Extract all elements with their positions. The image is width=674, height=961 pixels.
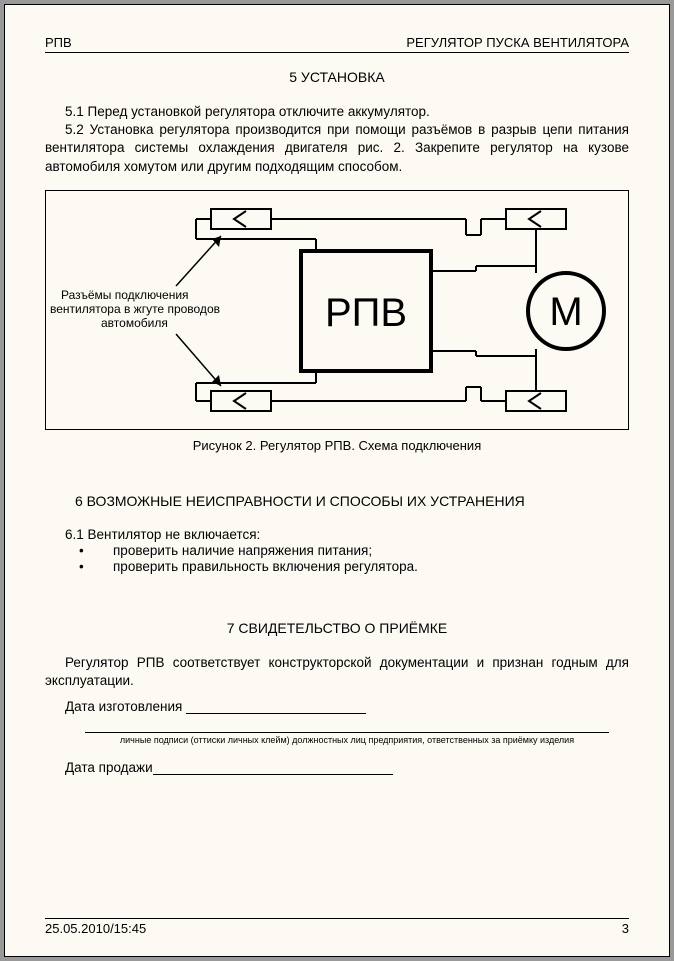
date-sale-label: Дата продажи [65, 760, 153, 775]
signatures-note: личные подписи (оттиски личных клейм) до… [85, 735, 609, 745]
header-left: РПВ [45, 35, 72, 50]
date-mfg-label: Дата изготовления [65, 699, 182, 714]
signatures-line[interactable] [85, 732, 609, 733]
header-right: РЕГУЛЯТОР ПУСКА ВЕНТИЛЯТОРА [406, 35, 629, 50]
page-footer: 25.05.2010/15:45 3 [45, 918, 629, 936]
section5-title: 5 УСТАНОВКА [45, 69, 629, 85]
section7-body: Регулятор РПВ соответствует конструкторс… [45, 654, 629, 690]
item-6-1: 6.1 Вентилятор не включается: [65, 527, 629, 542]
section7-title: 7 СВИДЕТЕЛЬСТВО О ПРИЁМКЕ [45, 620, 629, 636]
section6-title: 6 ВОЗМОЖНЫЕ НЕИСПРАВНОСТИ И СПОСОБЫ ИХ У… [75, 493, 629, 509]
footer-page-number: 3 [622, 921, 629, 936]
bullet-1-text: проверить наличие напряжения питания; [113, 543, 372, 558]
rpv-label: РПВ [325, 291, 407, 335]
para-7-1: Регулятор РПВ соответствует конструкторс… [45, 654, 629, 690]
document-page: РПВ РЕГУЛЯТОР ПУСКА ВЕНТИЛЯТОРА 5 УСТАНО… [4, 4, 670, 957]
diagram-label-1: Разъёмы подключения [61, 288, 189, 302]
date-sale-field[interactable] [153, 759, 393, 775]
date-sale-row: Дата продажи [65, 759, 629, 775]
section5-body: 5.1 Перед установкой регулятора отключит… [45, 103, 629, 176]
bullet-icon: • [79, 543, 113, 558]
figure-caption: Рисунок 2. Регулятор РПВ. Схема подключе… [45, 438, 629, 453]
bullet-1: • проверить наличие напряжения питания; [79, 543, 629, 558]
bullet-icon: • [79, 559, 113, 574]
footer-timestamp: 25.05.2010/15:45 [45, 921, 146, 936]
diagram-svg: РПВ M [46, 191, 628, 429]
para-5-2: 5.2 Установка регулятора производится пр… [45, 121, 629, 176]
diagram-label-2: вентилятора в жгуте проводов [50, 302, 220, 316]
page-header: РПВ РЕГУЛЯТОР ПУСКА ВЕНТИЛЯТОРА [45, 35, 629, 53]
bullet-2-text: проверить правильность включения регулят… [113, 559, 418, 574]
date-mfg-field[interactable] [186, 698, 366, 714]
motor-label: M [549, 290, 582, 334]
wiring-diagram: РПВ M [45, 190, 629, 430]
para-5-1: 5.1 Перед установкой регулятора отключит… [45, 103, 629, 121]
diagram-label-3: автомобиля [101, 316, 168, 330]
bullet-2: • проверить правильность включения регул… [79, 559, 629, 574]
date-mfg-row: Дата изготовления [65, 698, 629, 714]
